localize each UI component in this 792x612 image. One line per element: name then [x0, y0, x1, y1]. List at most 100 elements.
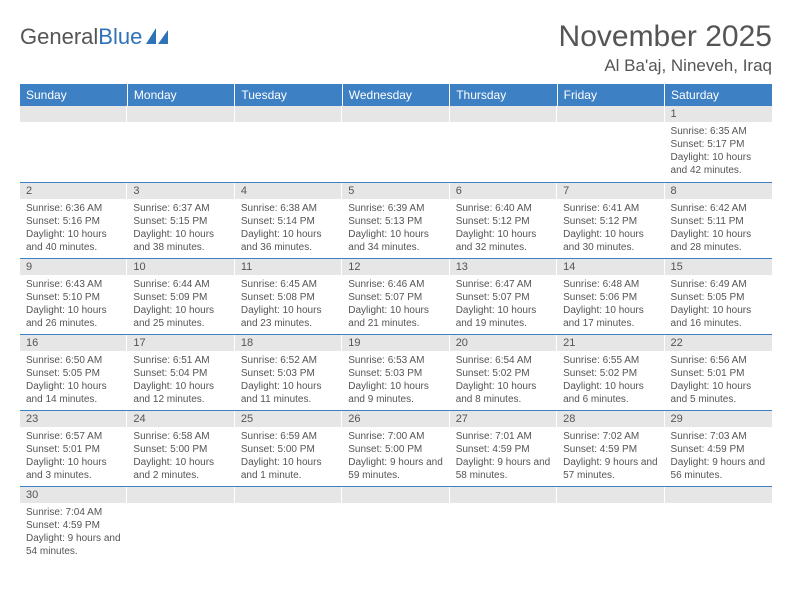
- day-details: Sunrise: 6:48 AMSunset: 5:06 PMDaylight:…: [557, 275, 664, 334]
- logo: GeneralBlue: [20, 20, 170, 50]
- sunrise-text: Sunrise: 6:53 AM: [348, 354, 443, 367]
- calendar-day-cell: [450, 486, 557, 562]
- sunset-text: Sunset: 5:06 PM: [563, 291, 658, 304]
- calendar-day-cell: 21Sunrise: 6:55 AMSunset: 5:02 PMDayligh…: [557, 334, 664, 410]
- calendar-week-row: 2Sunrise: 6:36 AMSunset: 5:16 PMDaylight…: [20, 182, 772, 258]
- sunrise-text: Sunrise: 6:42 AM: [671, 202, 766, 215]
- sunset-text: Sunset: 4:59 PM: [26, 519, 121, 532]
- day-number: 17: [127, 335, 234, 351]
- day-details: Sunrise: 6:41 AMSunset: 5:12 PMDaylight:…: [557, 199, 664, 258]
- calendar-day-cell: [557, 486, 664, 562]
- day-number: 11: [235, 259, 342, 275]
- day-details: Sunrise: 6:43 AMSunset: 5:10 PMDaylight:…: [20, 275, 127, 334]
- daylight-text: Daylight: 10 hours and 3 minutes.: [26, 456, 121, 482]
- day-number: [235, 106, 342, 122]
- day-details: Sunrise: 6:50 AMSunset: 5:05 PMDaylight:…: [20, 351, 127, 410]
- sunrise-text: Sunrise: 6:57 AM: [26, 430, 121, 443]
- calendar-day-cell: 14Sunrise: 6:48 AMSunset: 5:06 PMDayligh…: [557, 258, 664, 334]
- calendar-day-cell: [20, 106, 127, 182]
- calendar-day-cell: 12Sunrise: 6:46 AMSunset: 5:07 PMDayligh…: [342, 258, 449, 334]
- header: GeneralBlue November 2025 Al Ba'aj, Nine…: [20, 20, 772, 76]
- day-details: Sunrise: 7:04 AMSunset: 4:59 PMDaylight:…: [20, 503, 127, 562]
- day-number: [665, 487, 772, 503]
- sunset-text: Sunset: 4:59 PM: [563, 443, 658, 456]
- daylight-text: Daylight: 10 hours and 32 minutes.: [456, 228, 551, 254]
- daylight-text: Daylight: 9 hours and 58 minutes.: [456, 456, 551, 482]
- calendar-day-cell: 7Sunrise: 6:41 AMSunset: 5:12 PMDaylight…: [557, 182, 664, 258]
- day-number: 6: [450, 183, 557, 199]
- daylight-text: Daylight: 10 hours and 30 minutes.: [563, 228, 658, 254]
- sunset-text: Sunset: 5:03 PM: [241, 367, 336, 380]
- day-number: 14: [557, 259, 664, 275]
- daylight-text: Daylight: 10 hours and 19 minutes.: [456, 304, 551, 330]
- sunset-text: Sunset: 5:01 PM: [26, 443, 121, 456]
- day-details: Sunrise: 6:37 AMSunset: 5:15 PMDaylight:…: [127, 199, 234, 258]
- day-number: 12: [342, 259, 449, 275]
- day-number: [342, 487, 449, 503]
- calendar-day-cell: 4Sunrise: 6:38 AMSunset: 5:14 PMDaylight…: [235, 182, 342, 258]
- day-number: 10: [127, 259, 234, 275]
- day-number: 29: [665, 411, 772, 427]
- weekday-header: Saturday: [665, 84, 772, 106]
- daylight-text: Daylight: 9 hours and 57 minutes.: [563, 456, 658, 482]
- calendar-day-cell: 20Sunrise: 6:54 AMSunset: 5:02 PMDayligh…: [450, 334, 557, 410]
- calendar-table: Sunday Monday Tuesday Wednesday Thursday…: [20, 84, 772, 562]
- calendar-day-cell: 5Sunrise: 6:39 AMSunset: 5:13 PMDaylight…: [342, 182, 449, 258]
- daylight-text: Daylight: 10 hours and 2 minutes.: [133, 456, 228, 482]
- sunrise-text: Sunrise: 6:48 AM: [563, 278, 658, 291]
- logo-text: GeneralBlue: [20, 24, 142, 50]
- sunrise-text: Sunrise: 6:51 AM: [133, 354, 228, 367]
- day-number: 13: [450, 259, 557, 275]
- sunrise-text: Sunrise: 7:04 AM: [26, 506, 121, 519]
- calendar-day-cell: [450, 106, 557, 182]
- weekday-header-row: Sunday Monday Tuesday Wednesday Thursday…: [20, 84, 772, 106]
- sunset-text: Sunset: 5:12 PM: [563, 215, 658, 228]
- daylight-text: Daylight: 10 hours and 34 minutes.: [348, 228, 443, 254]
- sunrise-text: Sunrise: 6:59 AM: [241, 430, 336, 443]
- weekday-header: Tuesday: [235, 84, 342, 106]
- sunrise-text: Sunrise: 6:35 AM: [671, 125, 766, 138]
- sunrise-text: Sunrise: 6:46 AM: [348, 278, 443, 291]
- day-details: Sunrise: 6:52 AMSunset: 5:03 PMDaylight:…: [235, 351, 342, 410]
- day-details: Sunrise: 6:35 AMSunset: 5:17 PMDaylight:…: [665, 122, 772, 181]
- calendar-day-cell: 23Sunrise: 6:57 AMSunset: 5:01 PMDayligh…: [20, 410, 127, 486]
- daylight-text: Daylight: 10 hours and 12 minutes.: [133, 380, 228, 406]
- day-number: 1: [665, 106, 772, 122]
- calendar-day-cell: [127, 106, 234, 182]
- day-number: 27: [450, 411, 557, 427]
- day-number: [20, 106, 127, 122]
- sunset-text: Sunset: 5:02 PM: [456, 367, 551, 380]
- calendar-day-cell: 11Sunrise: 6:45 AMSunset: 5:08 PMDayligh…: [235, 258, 342, 334]
- calendar-day-cell: 15Sunrise: 6:49 AMSunset: 5:05 PMDayligh…: [665, 258, 772, 334]
- daylight-text: Daylight: 10 hours and 1 minute.: [241, 456, 336, 482]
- sunrise-text: Sunrise: 6:43 AM: [26, 278, 121, 291]
- day-details: Sunrise: 7:02 AMSunset: 4:59 PMDaylight:…: [557, 427, 664, 486]
- calendar-day-cell: 25Sunrise: 6:59 AMSunset: 5:00 PMDayligh…: [235, 410, 342, 486]
- sunset-text: Sunset: 5:00 PM: [133, 443, 228, 456]
- day-details: Sunrise: 7:00 AMSunset: 5:00 PMDaylight:…: [342, 427, 449, 486]
- day-details: Sunrise: 6:54 AMSunset: 5:02 PMDaylight:…: [450, 351, 557, 410]
- day-number: 20: [450, 335, 557, 351]
- daylight-text: Daylight: 10 hours and 21 minutes.: [348, 304, 443, 330]
- daylight-text: Daylight: 10 hours and 42 minutes.: [671, 151, 766, 177]
- sunrise-text: Sunrise: 6:36 AM: [26, 202, 121, 215]
- day-number: [450, 487, 557, 503]
- day-number: 15: [665, 259, 772, 275]
- sunrise-text: Sunrise: 7:01 AM: [456, 430, 551, 443]
- sunset-text: Sunset: 5:11 PM: [671, 215, 766, 228]
- calendar-day-cell: 3Sunrise: 6:37 AMSunset: 5:15 PMDaylight…: [127, 182, 234, 258]
- daylight-text: Daylight: 10 hours and 11 minutes.: [241, 380, 336, 406]
- sunrise-text: Sunrise: 6:58 AM: [133, 430, 228, 443]
- calendar-day-cell: 16Sunrise: 6:50 AMSunset: 5:05 PMDayligh…: [20, 334, 127, 410]
- calendar-day-cell: 1Sunrise: 6:35 AMSunset: 5:17 PMDaylight…: [665, 106, 772, 182]
- logo-word1: General: [20, 24, 98, 49]
- day-details: Sunrise: 6:47 AMSunset: 5:07 PMDaylight:…: [450, 275, 557, 334]
- day-number: 2: [20, 183, 127, 199]
- sunset-text: Sunset: 5:10 PM: [26, 291, 121, 304]
- daylight-text: Daylight: 10 hours and 17 minutes.: [563, 304, 658, 330]
- sunrise-text: Sunrise: 7:03 AM: [671, 430, 766, 443]
- day-details: Sunrise: 6:38 AMSunset: 5:14 PMDaylight:…: [235, 199, 342, 258]
- day-details: Sunrise: 7:03 AMSunset: 4:59 PMDaylight:…: [665, 427, 772, 486]
- sunrise-text: Sunrise: 6:40 AM: [456, 202, 551, 215]
- title-block: November 2025 Al Ba'aj, Nineveh, Iraq: [559, 20, 772, 76]
